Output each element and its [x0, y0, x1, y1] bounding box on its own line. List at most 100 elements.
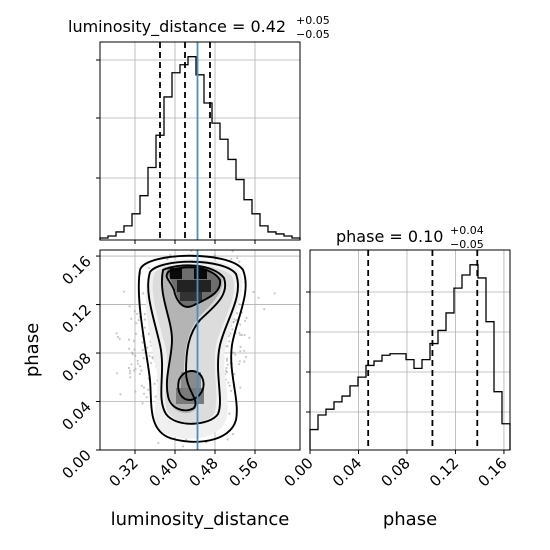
sample-point [134, 354, 137, 357]
sample-point [231, 328, 234, 331]
histogram-bin [438, 330, 446, 450]
histogram-bin [382, 355, 390, 450]
sample-point [138, 372, 142, 375]
chart-title: luminosity_distance = 0.42 [68, 17, 286, 37]
sample-point [248, 336, 251, 339]
histogram-bin [358, 377, 366, 450]
sample-point [145, 396, 148, 399]
histogram-series [309, 264, 511, 450]
sample-point [245, 316, 248, 319]
histogram-bin [260, 226, 268, 240]
sample-point [122, 290, 125, 293]
histogram-bin [398, 354, 406, 450]
sample-point [116, 335, 119, 339]
sample-point [128, 369, 132, 372]
sample-point [133, 348, 136, 351]
histogram-bin [188, 57, 196, 240]
y-tick-label: 0.08 [58, 349, 94, 385]
title-lower-error: −0.05 [450, 238, 484, 251]
axes-frame [309, 249, 511, 451]
x-axis-label: phase [383, 509, 437, 530]
y-tick-labels: 0.00 0.04 0.08 0.12 0.16 [58, 252, 100, 482]
contour-3 [161, 264, 227, 412]
histogram-bin [422, 360, 430, 450]
histogram-bin [462, 275, 470, 450]
histogram-bin [390, 354, 398, 450]
sample-point [151, 357, 154, 360]
sample-point [137, 319, 140, 322]
histogram-bin [494, 392, 502, 450]
histogram-bin [366, 365, 374, 450]
sample-point [238, 363, 241, 366]
sample-point [181, 445, 185, 448]
quantile-lines [367, 250, 479, 450]
histogram-bin [486, 322, 494, 450]
y-tick-label: 0.04 [58, 398, 94, 434]
sample-point [169, 253, 172, 257]
sample-point [228, 340, 231, 343]
histogram-step-line [309, 264, 511, 450]
sample-point [224, 369, 228, 372]
x-tick-labels: 0.00 0.04 0.08 0.12 0.16 [280, 450, 511, 490]
sample-point [134, 390, 137, 393]
histogram-bin [236, 180, 244, 240]
histogram-bin [124, 226, 132, 240]
density-level-3 [162, 264, 223, 414]
sample-point [142, 292, 145, 295]
histogram-bin [310, 430, 318, 450]
sample-point [119, 393, 122, 396]
sample-point [238, 303, 241, 306]
sample-point [185, 438, 188, 441]
sample-point [130, 317, 133, 320]
sample-point [142, 386, 146, 389]
sample-point [238, 260, 241, 263]
histogram-step-line [99, 56, 301, 240]
sample-point [244, 355, 248, 359]
title-upper-error: +0.05 [296, 14, 330, 27]
histogram-bin [116, 232, 124, 240]
histogram-bin [164, 97, 172, 240]
tick-marks [96, 59, 256, 244]
sample-point [148, 267, 151, 270]
histogram-bin [252, 214, 260, 240]
sample-point [140, 369, 143, 372]
sample-point [140, 384, 143, 387]
sample-point [213, 254, 216, 257]
sample-point [128, 338, 131, 341]
sample-point [238, 331, 241, 334]
x-tick-label: 0.08 [377, 454, 413, 490]
sample-point [128, 347, 131, 350]
histogram-bin [172, 73, 180, 240]
sample-point [166, 258, 169, 261]
x-tick-label: 0.00 [280, 454, 316, 490]
sample-point [129, 376, 132, 379]
density-peak [194, 269, 207, 279]
y-axis-label: phase [22, 323, 43, 377]
grid [309, 250, 510, 450]
sample-point [236, 256, 239, 260]
sample-point [150, 361, 153, 364]
histogram-bin [342, 396, 350, 450]
histogram-bin [318, 415, 326, 450]
axes-frame [99, 249, 301, 451]
sample-point [257, 296, 260, 299]
sample-point [128, 305, 131, 308]
density-peak [180, 292, 202, 301]
sample-point [252, 290, 255, 294]
sample-point [228, 384, 231, 387]
sample-point [229, 227, 231, 229]
y-tick-label: 0.16 [58, 252, 94, 288]
sample-point [239, 345, 242, 349]
y-tick-label: 0.12 [58, 301, 94, 337]
histogram-bin [334, 402, 342, 450]
sample-point [153, 382, 156, 385]
phase-histogram-panel: 0.00 0.04 0.08 0.12 0.16 phase = 0.10 +0.04 … [280, 224, 510, 530]
sample-point [127, 366, 130, 370]
x-tick-label: 0.40 [145, 454, 181, 490]
sample-point [116, 372, 119, 375]
sample-point [133, 369, 136, 372]
sample-point [132, 339, 135, 342]
sample-point [135, 322, 138, 325]
sample-point [273, 292, 276, 295]
